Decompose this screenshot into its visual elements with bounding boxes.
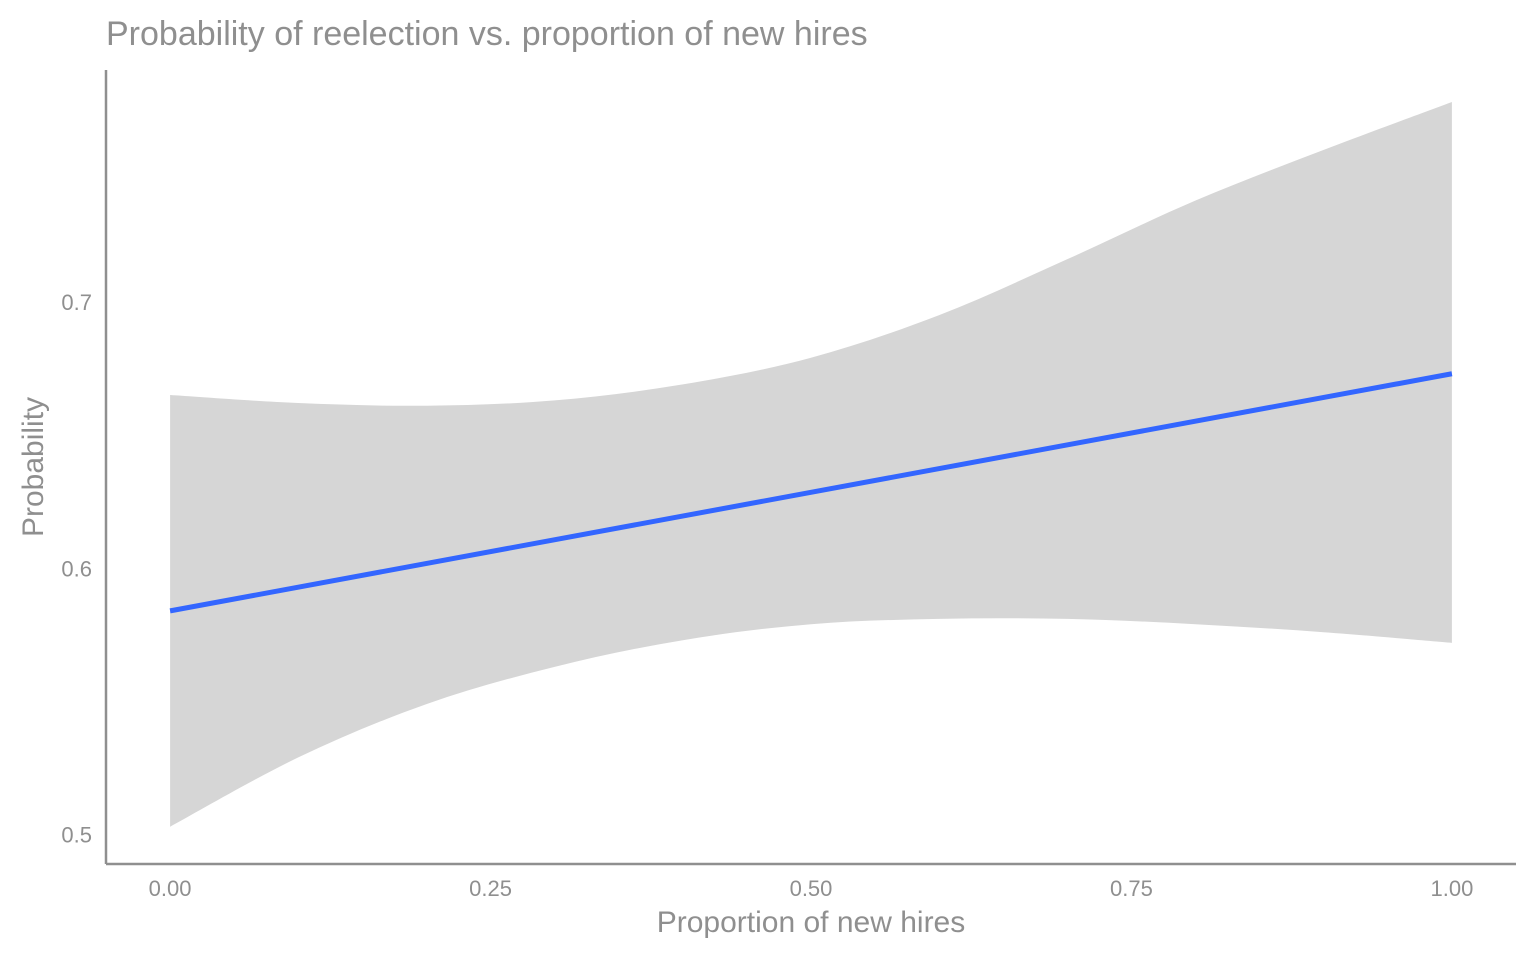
x-tick-labels: 0.00 0.25 0.50 0.75 1.00	[149, 876, 1474, 901]
plot-area	[169, 101, 1453, 827]
y-tick-label: 0.6	[61, 556, 92, 581]
x-tick-label: 0.50	[790, 876, 833, 901]
x-tick-label: 0.75	[1110, 876, 1153, 901]
fit-line	[169, 371, 1453, 614]
y-tick-labels: 0.5 0.6 0.7	[61, 290, 92, 848]
y-tick-label: 0.5	[61, 823, 92, 848]
x-tick-label: 0.00	[149, 876, 192, 901]
y-axis-title: Probability	[17, 397, 50, 537]
confidence-band	[170, 101, 1452, 827]
x-axis-title: Proportion of new hires	[657, 906, 966, 939]
chart-title: Probability of reelection vs. proportion…	[106, 15, 868, 53]
x-tick-label: 1.00	[1430, 876, 1473, 901]
y-tick-label: 0.7	[61, 290, 92, 315]
x-tick-label: 0.25	[469, 876, 512, 901]
